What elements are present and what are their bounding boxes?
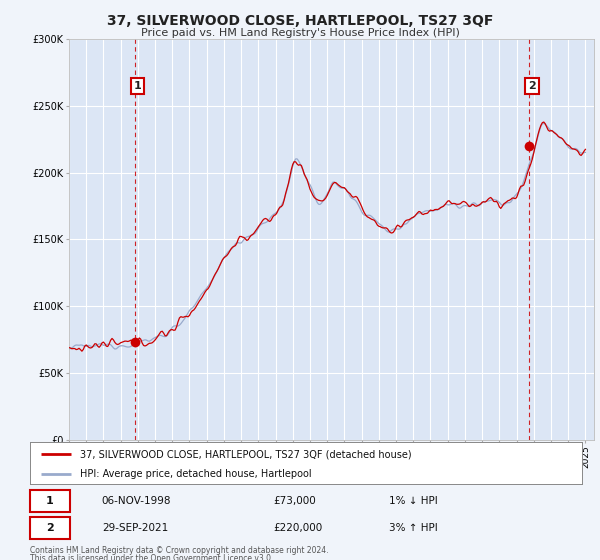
- Text: 3% ↑ HPI: 3% ↑ HPI: [389, 523, 437, 533]
- Text: 37, SILVERWOOD CLOSE, HARTLEPOOL, TS27 3QF: 37, SILVERWOOD CLOSE, HARTLEPOOL, TS27 3…: [107, 14, 493, 28]
- Text: 1: 1: [134, 81, 142, 91]
- Text: 1% ↓ HPI: 1% ↓ HPI: [389, 496, 437, 506]
- Text: £220,000: £220,000: [273, 523, 322, 533]
- Text: 2: 2: [46, 523, 54, 533]
- Text: This data is licensed under the Open Government Licence v3.0.: This data is licensed under the Open Gov…: [30, 554, 274, 560]
- FancyBboxPatch shape: [30, 489, 70, 512]
- Text: 2: 2: [528, 81, 536, 91]
- Text: 06-NOV-1998: 06-NOV-1998: [102, 496, 171, 506]
- Text: £73,000: £73,000: [273, 496, 316, 506]
- Text: Price paid vs. HM Land Registry's House Price Index (HPI): Price paid vs. HM Land Registry's House …: [140, 28, 460, 38]
- Text: 37, SILVERWOOD CLOSE, HARTLEPOOL, TS27 3QF (detached house): 37, SILVERWOOD CLOSE, HARTLEPOOL, TS27 3…: [80, 449, 412, 459]
- Text: 29-SEP-2021: 29-SEP-2021: [102, 523, 168, 533]
- Text: Contains HM Land Registry data © Crown copyright and database right 2024.: Contains HM Land Registry data © Crown c…: [30, 546, 329, 555]
- Text: HPI: Average price, detached house, Hartlepool: HPI: Average price, detached house, Hart…: [80, 469, 311, 479]
- FancyBboxPatch shape: [30, 517, 70, 539]
- Text: 1: 1: [46, 496, 54, 506]
